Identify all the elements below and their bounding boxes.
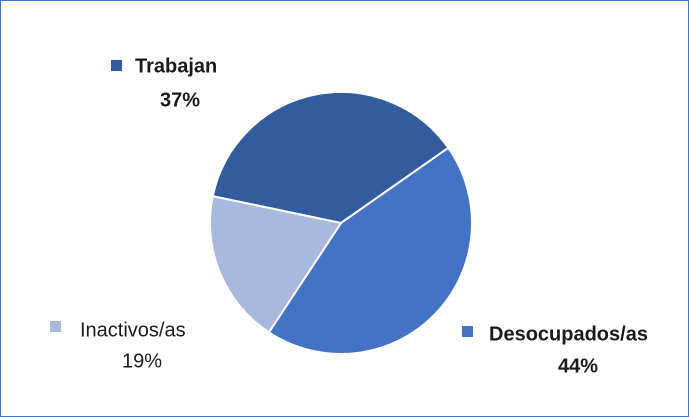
category-label: Inactivos/as [80,319,186,341]
pie-slice [209,195,343,334]
pie [209,91,473,355]
value-label: 44% [558,355,598,377]
value-label: 37% [160,89,200,111]
category-label: Desocupados/as [489,323,648,345]
value-label: 19% [122,350,162,372]
legend-marker [50,321,61,332]
legend-marker [462,326,473,337]
pie-slice [267,146,473,355]
category-label: Trabajan [135,55,217,77]
legend-marker [111,60,122,71]
pie-slice [211,91,450,225]
labels: Trabajan 37% Desocupados/as 44% Inactivos/as… [50,55,648,377]
